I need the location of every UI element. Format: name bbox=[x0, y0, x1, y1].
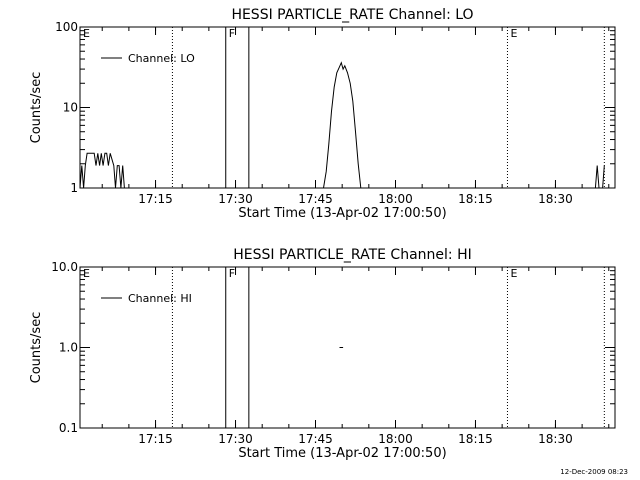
y-tick-label: 0.1 bbox=[59, 421, 78, 435]
marker-label: F bbox=[229, 27, 235, 40]
chart-title: HESSI PARTICLE_RATE Channel: HI bbox=[233, 247, 471, 263]
marker-label: E bbox=[83, 27, 90, 40]
chart-panel-1: HESSI PARTICLE_RATE Channel: LO 17:15 17:3… bbox=[29, 7, 616, 221]
legend-label: Channel: LO bbox=[128, 52, 195, 65]
x-axis-label: Start Time (13-Apr-02 17:00:50) bbox=[238, 446, 446, 461]
chart-panel-2: HESSI PARTICLE_RATE Channel: HI 17:15 17:3… bbox=[29, 247, 616, 461]
marker-label: E bbox=[510, 27, 517, 40]
y-tick-label: 10 bbox=[63, 101, 78, 115]
series-line bbox=[594, 165, 600, 189]
x-tick-label: 17:45 bbox=[298, 432, 333, 446]
marker-label: E bbox=[83, 267, 90, 280]
x-tick-label: 17:45 bbox=[298, 192, 333, 206]
y-tick-label: 10.0 bbox=[51, 260, 78, 274]
x-tick-label: 17:30 bbox=[218, 432, 253, 446]
x-tick-label: 18:00 bbox=[378, 192, 413, 206]
series-line bbox=[323, 61, 362, 189]
x-tick-label: 18:15 bbox=[458, 192, 493, 206]
y-tick-label: 1.0 bbox=[59, 341, 78, 355]
y-axis-label: Counts/sec bbox=[29, 72, 44, 144]
y-tick-label: 1 bbox=[70, 181, 78, 195]
x-tick-label: 18:30 bbox=[538, 432, 573, 446]
x-tick-label: 18:30 bbox=[538, 192, 573, 206]
x-tick-label: 17:15 bbox=[138, 432, 173, 446]
series-line bbox=[602, 165, 605, 189]
x-tick-label: 17:15 bbox=[138, 192, 173, 206]
chart-title: HESSI PARTICLE_RATE Channel: LO bbox=[231, 7, 473, 23]
y-axis-label: Counts/sec bbox=[29, 312, 44, 384]
x-tick-label: 17:30 bbox=[218, 192, 253, 206]
x-tick-label: 18:15 bbox=[458, 432, 493, 446]
x-tick-label: 18:00 bbox=[378, 432, 413, 446]
marker-label: F bbox=[229, 267, 235, 280]
series-line bbox=[79, 152, 125, 189]
x-axis-label: Start Time (13-Apr-02 17:00:50) bbox=[238, 206, 446, 221]
y-tick-label: 100 bbox=[55, 20, 78, 34]
legend-label: Channel: HI bbox=[128, 292, 192, 305]
marker-label: E bbox=[510, 267, 517, 280]
timestamp-stamp: 12-Dec-2009 08:23 bbox=[560, 468, 628, 476]
